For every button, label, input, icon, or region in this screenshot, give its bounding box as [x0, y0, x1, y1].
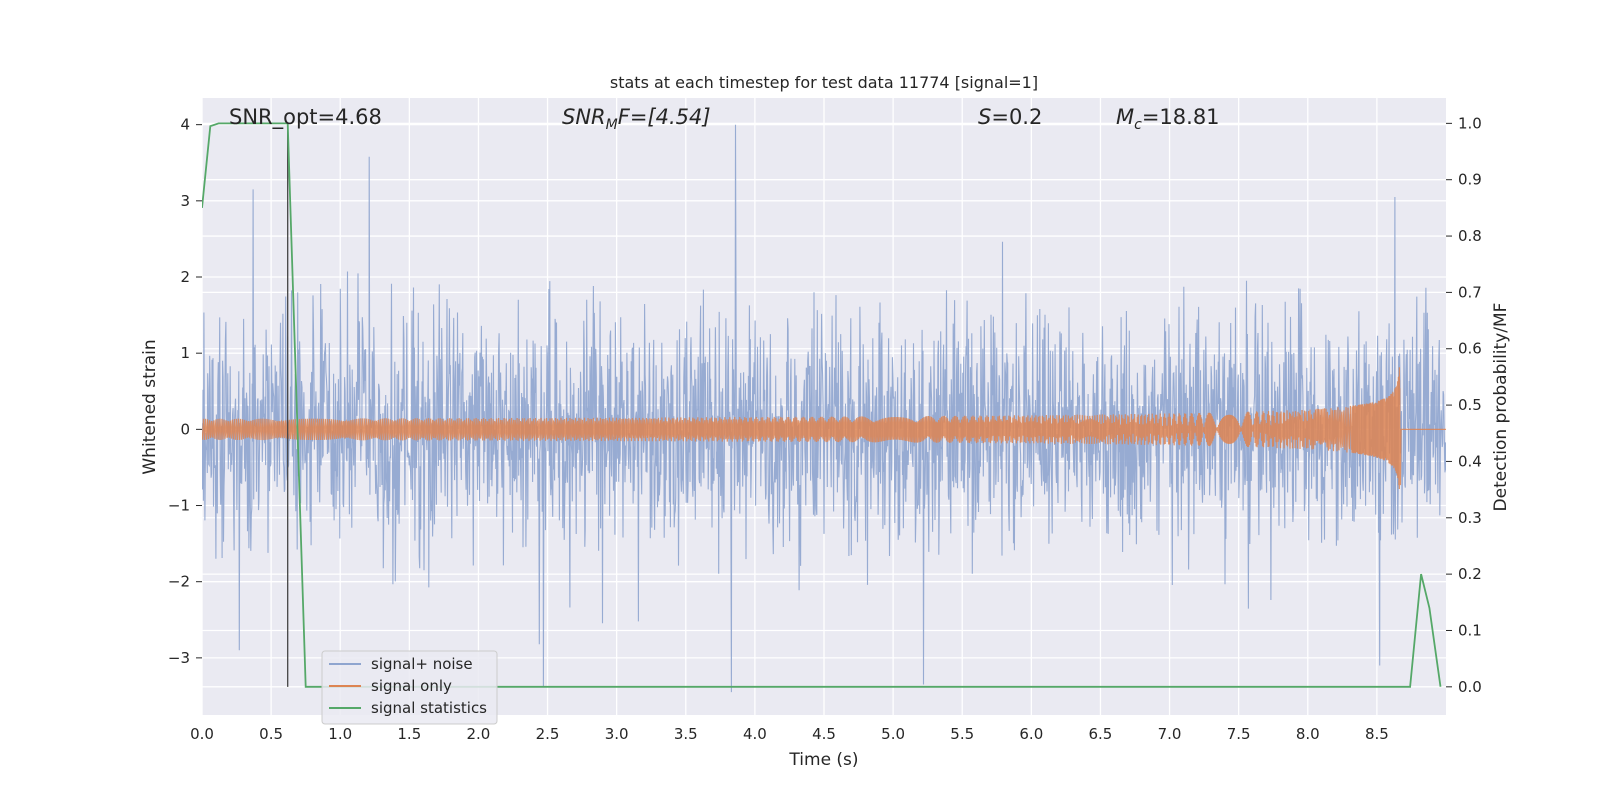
annotation-s-base: S: [978, 105, 991, 129]
x-tick-label: 8.5: [1365, 725, 1389, 743]
chart-title: stats at each timestep for test data 117…: [610, 73, 1038, 92]
y-left-tick-label: 2: [180, 268, 190, 286]
y-axis-right-label: Detection probability/MF: [1491, 303, 1511, 512]
y-left-tick-label: 4: [180, 116, 190, 134]
legend-label-signal-noise: signal+ noise: [371, 655, 473, 673]
annotation-mc-sub: c: [1134, 117, 1142, 133]
x-tick-label: 1.0: [328, 725, 352, 743]
y-right-tick-label: 0.2: [1458, 565, 1482, 583]
series-signal-statistics: [202, 122, 1442, 688]
x-tick-label: 4.0: [743, 725, 767, 743]
y-axis-left-label: Whitened strain: [140, 339, 160, 474]
x-tick-label: 6.5: [1089, 725, 1113, 743]
x-tick-label: 0.5: [259, 725, 283, 743]
x-tick-label: 7.5: [1227, 725, 1251, 743]
legend-label-signal-only: signal only: [371, 677, 452, 695]
data-layer: [202, 122, 1446, 693]
y-right-tick-label: 0.6: [1458, 340, 1482, 358]
x-tick-label: 5.5: [950, 725, 974, 743]
annotation-mc-rest: =18.81: [1142, 105, 1220, 129]
series-signal-noise: [202, 124, 1446, 693]
y-left-tick-label: 1: [180, 344, 190, 362]
x-tick-label: 0.0: [190, 725, 214, 743]
x-tick-label: 3.0: [605, 725, 629, 743]
legend-box: [321, 650, 498, 725]
y-left-tick-label: −2: [168, 573, 190, 591]
legend: signal+ noise signal only signal statist…: [321, 650, 498, 725]
annotation-s: S=0.2: [978, 105, 1042, 129]
annotation-snr-mf-base: SNR: [562, 105, 606, 129]
x-tick-label: 2.5: [536, 725, 560, 743]
annotation-mc-base: M: [1116, 105, 1134, 129]
y-right-tick-label: 0.8: [1458, 227, 1482, 245]
series-signal-only: [202, 367, 1446, 490]
y-axis-right: 0.0 0.1 0.2 0.3 0.4 0.5 0.6 0.7 0.8 0.9 1.0: [1446, 114, 1482, 696]
legend-label-signal-statistics: signal statistics: [371, 699, 487, 717]
annotation-snr-mf: SNRMF=[4.54]: [562, 105, 711, 133]
annotation-snr-mf-sub: M: [606, 117, 618, 133]
x-tick-label: 4.5: [812, 725, 836, 743]
y-right-tick-label: 0.1: [1458, 621, 1482, 639]
annotation-mc: Mc=18.81: [1116, 105, 1220, 133]
y-right-tick-label: 1.0: [1458, 114, 1482, 132]
x-tick-label: 2.0: [467, 725, 491, 743]
x-tick-label: 6.0: [1019, 725, 1043, 743]
y-right-tick-label: 0.0: [1458, 678, 1482, 696]
x-tick-label: 7.0: [1158, 725, 1182, 743]
y-axis-left: −3 −2 −1 0 1 2 3 4: [168, 116, 202, 667]
y-right-tick-label: 0.7: [1458, 283, 1482, 301]
x-tick-label: 8.0: [1296, 725, 1320, 743]
y-right-tick-label: 0.9: [1458, 171, 1482, 189]
x-axis: 0.0 0.5 1.0 1.5 2.0 2.5 3.0 3.5 4.0 4.5 5.0 5.5 6.0 6…: [190, 725, 1389, 743]
y-left-tick-label: 3: [180, 192, 190, 210]
y-right-tick-label: 0.4: [1458, 452, 1482, 470]
y-right-tick-label: 0.3: [1458, 509, 1482, 527]
x-tick-label: 5.0: [881, 725, 905, 743]
annotation-snr-opt: SNR_opt=4.68: [229, 105, 382, 130]
y-left-tick-label: −3: [168, 649, 190, 667]
x-axis-label: Time (s): [788, 750, 858, 770]
y-left-tick-label: 0: [180, 420, 190, 438]
x-tick-label: 3.5: [674, 725, 698, 743]
annotation-s-rest: =0.2: [991, 105, 1042, 129]
annotation-snr-mf-rest: F=[4.54]: [618, 105, 711, 129]
x-tick-label: 1.5: [397, 725, 421, 743]
y-right-tick-label: 0.5: [1458, 396, 1482, 414]
y-left-tick-label: −1: [168, 497, 190, 515]
